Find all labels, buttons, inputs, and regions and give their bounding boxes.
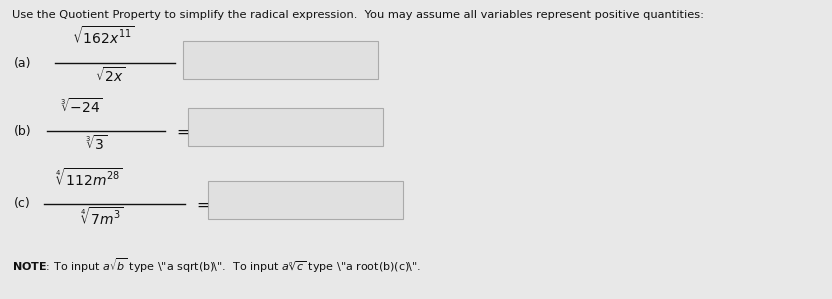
Text: Use the Quotient Property to simplify the radical expression.  You may assume al: Use the Quotient Property to simplify th… (12, 10, 704, 20)
Text: $\sqrt[4]{7m^{3}}$: $\sqrt[4]{7m^{3}}$ (80, 207, 124, 228)
Text: (c): (c) (14, 198, 31, 210)
Text: $\sqrt{162x^{11}}$: $\sqrt{162x^{11}}$ (72, 26, 135, 47)
Text: $\sqrt{2x}$: $\sqrt{2x}$ (95, 66, 126, 85)
Text: $\sqrt[3]{-24}$: $\sqrt[3]{-24}$ (60, 97, 103, 116)
Text: $=$: $=$ (194, 196, 210, 211)
FancyBboxPatch shape (183, 41, 378, 79)
Text: $\sqrt[4]{112m^{28}}$: $\sqrt[4]{112m^{28}}$ (55, 168, 123, 189)
FancyBboxPatch shape (208, 181, 403, 219)
Text: (b): (b) (14, 124, 32, 138)
Text: (a): (a) (14, 57, 32, 71)
Text: $\sqrt[3]{3}$: $\sqrt[3]{3}$ (85, 134, 107, 153)
Text: $\mathbf{NOTE}$: To input $a\sqrt{b}$ type \"a sqrt(b)\".  To input $a\sqrt[n]{c: $\mathbf{NOTE}$: To input $a\sqrt{b}$ ty… (12, 256, 421, 275)
Text: $=$: $=$ (174, 123, 190, 138)
FancyBboxPatch shape (188, 108, 383, 146)
